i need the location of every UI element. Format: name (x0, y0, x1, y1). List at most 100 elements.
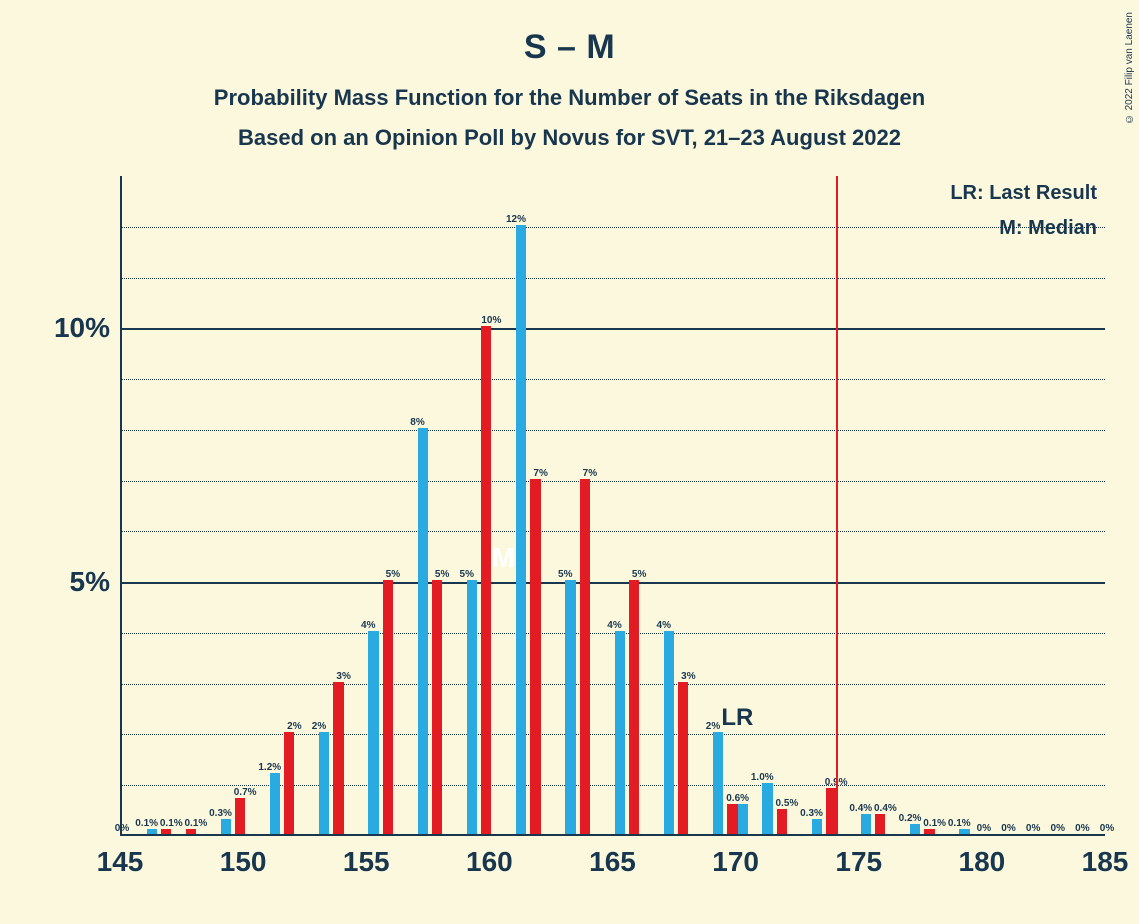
bar-red (580, 479, 590, 834)
bar-value-label: 0% (977, 823, 991, 834)
bar-blue (147, 829, 157, 834)
bar-value-label: 0% (1001, 823, 1015, 834)
bar-blue (762, 783, 772, 834)
chart-area: 0%0.1%0.1%0.1%0.3%0.7%1.2%2%2%3%4%5%8%5%… (120, 176, 1105, 836)
bar-blue (861, 814, 871, 834)
gridline-minor (122, 379, 1105, 380)
last-result-line (836, 176, 838, 834)
bar-red (432, 580, 442, 834)
bar-value-label: 0.4% (849, 803, 872, 814)
bar-value-label: 2% (312, 721, 326, 732)
bar-value-label: 0.3% (209, 808, 232, 819)
y-tick-label: 5% (70, 566, 110, 598)
chart-subtitle-1: Probability Mass Function for the Number… (0, 85, 1139, 111)
bar-blue (270, 773, 280, 834)
last-result-marker: LR (721, 704, 753, 732)
bar-blue (959, 829, 969, 834)
bar-value-label: 0% (1100, 823, 1114, 834)
x-tick-label: 155 (343, 846, 390, 878)
bar-red (161, 829, 171, 834)
gridline-major (122, 328, 1105, 330)
bar-blue (615, 631, 625, 834)
bar-red (678, 682, 688, 834)
gridline-minor (122, 684, 1105, 685)
plot-area: 0%0.1%0.1%0.1%0.3%0.7%1.2%2%2%3%4%5%8%5%… (120, 176, 1105, 836)
bar-value-label: 0.4% (874, 803, 897, 814)
bar-blue (221, 819, 231, 834)
bar-value-label: 0.5% (775, 798, 798, 809)
x-tick-label: 180 (959, 846, 1006, 878)
bar-blue (910, 824, 920, 834)
bar-value-label: 0% (1051, 823, 1065, 834)
bar-value-label: 12% (506, 214, 526, 225)
x-tick-label: 185 (1082, 846, 1129, 878)
bar-value-label: 2% (706, 721, 720, 732)
bar-red (186, 829, 196, 834)
bar-value-label: 0.6% (726, 793, 749, 804)
bar-blue (713, 732, 723, 834)
median-marker: M (492, 542, 515, 574)
bar-red (284, 732, 294, 834)
bar-value-label: 1.0% (751, 772, 774, 783)
legend: LR: Last Result M: Median (950, 182, 1097, 252)
bar-value-label: 5% (435, 569, 449, 580)
x-tick-label: 145 (97, 846, 144, 878)
bar-value-label: 10% (481, 315, 501, 326)
bar-blue (368, 631, 378, 834)
chart-title: S – M (0, 0, 1139, 67)
bar-value-label: 0.3% (800, 808, 823, 819)
bar-blue (738, 804, 748, 834)
x-tick-label: 165 (589, 846, 636, 878)
bar-blue (516, 225, 526, 834)
bar-red (481, 326, 491, 834)
bar-red (777, 809, 787, 834)
bar-blue (664, 631, 674, 834)
bar-red (875, 814, 885, 834)
gridline-minor (122, 633, 1105, 634)
bar-value-label: 8% (410, 417, 424, 428)
bar-red (727, 804, 737, 834)
bar-value-label: 5% (386, 569, 400, 580)
bar-value-label: 1.2% (258, 762, 281, 773)
bar-value-label: 4% (607, 620, 621, 631)
legend-lr: LR: Last Result (950, 182, 1097, 205)
bar-value-label: 0.1% (135, 818, 158, 829)
bar-value-label: 0% (1075, 823, 1089, 834)
bar-value-label: 0% (115, 823, 129, 834)
bar-value-label: 4% (361, 620, 375, 631)
bar-value-label: 7% (583, 468, 597, 479)
gridline-minor (122, 278, 1105, 279)
y-tick-label: 10% (54, 312, 110, 344)
bar-value-label: 5% (558, 569, 572, 580)
bar-red (333, 682, 343, 834)
bar-value-label: 4% (657, 620, 671, 631)
bar-value-label: 0.1% (160, 818, 183, 829)
bar-blue (418, 428, 428, 834)
bar-value-label: 0.1% (948, 818, 971, 829)
bar-value-label: 3% (681, 671, 695, 682)
chart-subtitle-2: Based on an Opinion Poll by Novus for SV… (0, 125, 1139, 151)
bar-red (924, 829, 934, 834)
bar-value-label: 0.2% (899, 813, 922, 824)
bar-red (826, 788, 836, 834)
x-tick-label: 150 (220, 846, 267, 878)
bar-blue (319, 732, 329, 834)
bar-value-label: 3% (336, 671, 350, 682)
gridline-minor (122, 481, 1105, 482)
bar-value-label: 2% (287, 721, 301, 732)
gridline-minor (122, 430, 1105, 431)
copyright-text: © 2022 Filip van Laenen (1124, 12, 1135, 124)
legend-m: M: Median (950, 217, 1097, 240)
x-tick-label: 170 (712, 846, 759, 878)
gridline-minor (122, 531, 1105, 532)
bar-blue (812, 819, 822, 834)
gridline-major (122, 582, 1105, 584)
bar-blue (467, 580, 477, 834)
bar-red (383, 580, 393, 834)
bar-red (629, 580, 639, 834)
bar-value-label: 0.1% (184, 818, 207, 829)
bar-value-label: 0% (1026, 823, 1040, 834)
bar-value-label: 0.7% (234, 787, 257, 798)
bar-value-label: 5% (632, 569, 646, 580)
x-tick-label: 160 (466, 846, 513, 878)
